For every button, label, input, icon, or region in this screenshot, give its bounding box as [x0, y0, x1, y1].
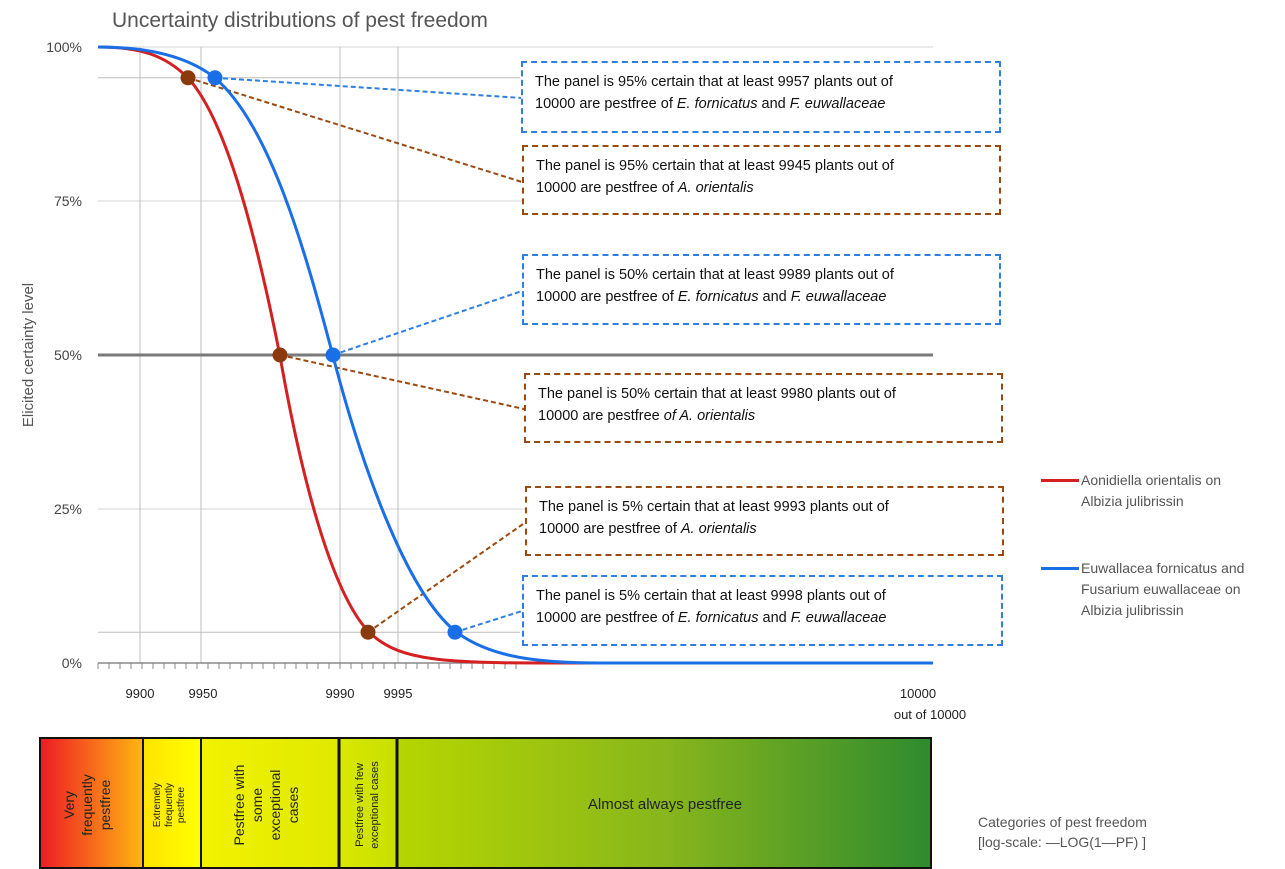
series-point-1 [447, 624, 463, 640]
callout-species: F. euwallaceae [790, 610, 887, 626]
callout-species: A. orientalis [680, 521, 757, 537]
category-label: cases [285, 787, 301, 824]
legend-swatch-red [1041, 479, 1079, 482]
callout-species: E. fornicatus [676, 96, 758, 112]
category-label: exceptional cases [369, 761, 381, 849]
callout-text: 10000 are pestfree [538, 408, 664, 424]
legend-item-aonidiella: Aonidiella orientalis on Albizia julibri… [1081, 470, 1221, 512]
category-label: exceptional [267, 770, 283, 841]
callout-species: A. orientalis [677, 180, 754, 196]
y-tick-label: 25% [54, 501, 82, 517]
y-tick-labels: 100% 75% 50% 25% 0% [46, 39, 82, 671]
legend-swatch-blue [1041, 567, 1079, 570]
callout-connector [214, 76, 523, 99]
callout-line: The panel is 95% certain that at least 9… [536, 158, 894, 174]
callout-box: The panel is 5% certain that at least 99… [522, 575, 1003, 646]
callout-species: of A. orientalis [663, 408, 756, 424]
callout-line: The panel is 95% certain that at least 9… [535, 74, 893, 90]
category-caption: Categories of pest freedom [log-scale: —… [978, 812, 1147, 852]
callout-box: The panel is 95% certain that at least 9… [522, 145, 1001, 215]
callout-line: The panel is 50% certain that at least 9… [536, 267, 894, 283]
callout-text: 10000 are pestfree of [536, 610, 678, 626]
x-unit-label: out of 10000 [894, 707, 966, 722]
callout-line: 10000 are pestfree of E. fornicatus and … [536, 607, 989, 629]
category-label: Pestfree with few [354, 763, 366, 847]
callout-connector [332, 290, 523, 356]
y-tick-label: 50% [54, 347, 82, 363]
legend-text: Albizia julibrissin [1081, 602, 1184, 618]
category-caption-scale: [log-scale: —LOG(1—PF) ] [978, 834, 1147, 850]
callout-connector [454, 610, 523, 634]
y-tick-label: 75% [54, 193, 82, 209]
callout-text: 10000 are pestfree of [535, 96, 677, 112]
legend-item-euwallacea: Euwallacea fornicatus and Fusarium euwal… [1081, 558, 1244, 621]
category-label: pestfree [97, 779, 113, 830]
category-label: pestfree [176, 786, 187, 823]
callout-box: The panel is 5% certain that at least 99… [525, 486, 1004, 556]
callout-line: The panel is 50% certain that at least 9… [538, 386, 896, 402]
chart-title: Uncertainty distributions of pest freedo… [112, 9, 488, 32]
category-bar-svg: Very frequently pestfree Extremely frequ… [41, 739, 930, 867]
callout-box: The panel is 50% certain that at least 9… [522, 254, 1001, 325]
callout-connector [367, 521, 527, 634]
category-label: Almost always pestfree [588, 796, 742, 813]
callout-line: 10000 are pestfree of A. orientalis [536, 177, 987, 199]
callout-text: and [758, 289, 791, 305]
legend-text: Fusarium euwallaceae on [1081, 581, 1241, 597]
series-point-0 [180, 70, 196, 86]
category-segment [41, 739, 143, 867]
category-label: frequently [79, 774, 95, 835]
callout-species: F. euwallaceae [789, 96, 886, 112]
category-label: Extremely [152, 783, 163, 827]
y-axis-label: Elicited certainty level [20, 283, 37, 427]
legend-text: Albizia julibrissin [1081, 493, 1184, 509]
callout-species: E. fornicatus [677, 289, 759, 305]
legend-text: Aonidiella orientalis on [1081, 472, 1222, 488]
callout-text: and [758, 610, 791, 626]
callout-connector [279, 354, 525, 410]
callout-box: The panel is 95% certain that at least 9… [521, 61, 1001, 133]
callout-connectors [187, 76, 527, 634]
x-tick-label: 9950 [189, 686, 218, 701]
callout-text: 10000 are pestfree of [536, 289, 678, 305]
category-segment [143, 739, 201, 867]
category-label: frequently [164, 783, 175, 827]
series-point-0 [272, 347, 288, 363]
y-tick-label: 0% [62, 655, 82, 671]
series-points [180, 70, 463, 640]
legend-text: Euwallacea fornicatus and [1081, 560, 1245, 576]
x-tick-label: 10000 [900, 686, 936, 701]
callout-line: 10000 are pestfree of E. fornicatus and … [535, 93, 987, 115]
category-caption-title: Categories of pest freedom [978, 814, 1147, 830]
x-tick-label: 9990 [326, 686, 355, 701]
callout-line: 10000 are pestfree of A. orientalis [538, 405, 989, 427]
callout-text: 10000 are pestfree of [536, 180, 678, 196]
y-tick-label: 100% [46, 39, 82, 55]
category-segment [339, 739, 397, 867]
callout-species: F. euwallaceae [790, 289, 887, 305]
category-label: Very [61, 791, 77, 819]
pest-freedom-category-bar: Very frequently pestfree Extremely frequ… [39, 737, 932, 869]
callout-box: The panel is 50% certain that at least 9… [524, 373, 1003, 443]
callout-text: 10000 are pestfree of [539, 521, 681, 537]
callout-line: 10000 are pestfree of E. fornicatus and … [536, 286, 987, 308]
x-tick-labels: 9900 9950 9990 9995 10000 out of 10000 [126, 686, 967, 722]
x-tick-label: 9995 [384, 686, 413, 701]
callout-line: The panel is 5% certain that at least 99… [539, 499, 889, 515]
category-segment [397, 739, 930, 867]
category-label: some [249, 788, 265, 822]
callout-species: E. fornicatus [677, 610, 759, 626]
callout-line: The panel is 5% certain that at least 99… [536, 588, 886, 604]
callout-connector [187, 76, 523, 183]
category-segment [201, 739, 339, 867]
series-point-1 [325, 347, 341, 363]
category-label: Pestfree with [231, 765, 247, 846]
callout-line: 10000 are pestfree of A. orientalis [539, 518, 990, 540]
callout-text: and [757, 96, 790, 112]
series-point-1 [207, 70, 223, 86]
series-point-0 [360, 624, 376, 640]
x-tick-label: 9900 [126, 686, 155, 701]
